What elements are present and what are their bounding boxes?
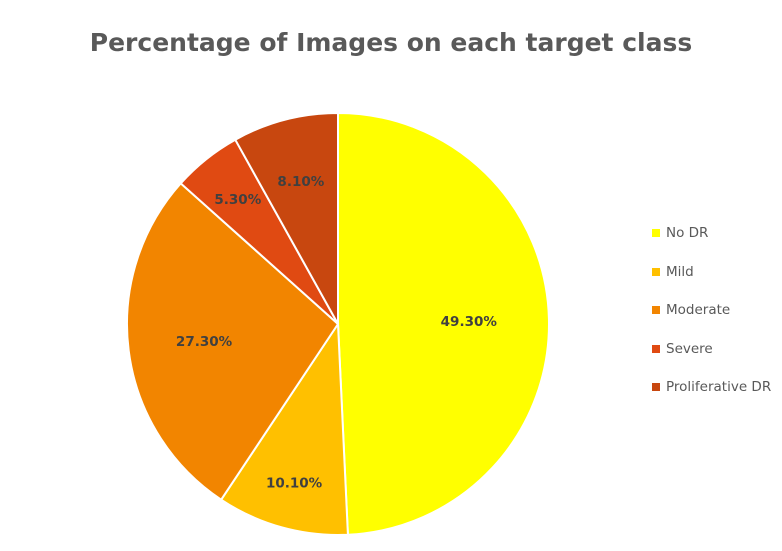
pie-slice-proliferative-dr (233, 111, 339, 328)
legend-label: Moderate (666, 302, 731, 319)
legend-label: Severe (666, 340, 713, 357)
legend-item-moderate: Moderate (652, 291, 771, 330)
legend-item-mild: Mild (652, 253, 771, 292)
data-label-proliferative-dr: 8.10% (277, 174, 324, 190)
legend-swatch (652, 383, 660, 392)
legend-swatch (652, 229, 660, 238)
legend-swatch (652, 306, 660, 315)
legend-item-severe: Severe (652, 330, 771, 369)
data-label-moderate: 27.30% (176, 334, 233, 350)
data-label-mild: 10.10% (266, 476, 323, 492)
pie-slice-moderate (126, 181, 340, 502)
legend-label: Proliferative DR (666, 379, 772, 396)
legend: No DR Mild Moderate Severe Proliferative DR (652, 214, 771, 407)
legend-label: Mild (666, 263, 694, 280)
pie-slice-mild (219, 320, 349, 536)
legend-item-proliferative-dr: Proliferative DR (652, 368, 771, 407)
data-label-no-dr: 49.30% (441, 314, 498, 330)
legend-label: No DR (666, 225, 709, 242)
legend-swatch (652, 267, 660, 276)
legend-swatch (652, 344, 660, 353)
legend-item-no-dr: No DR (652, 214, 771, 253)
chart-title: Percentage of Images on each target clas… (89, 28, 693, 57)
data-label-severe: 5.30% (214, 192, 261, 208)
pie-slice-no-dr (337, 111, 550, 536)
